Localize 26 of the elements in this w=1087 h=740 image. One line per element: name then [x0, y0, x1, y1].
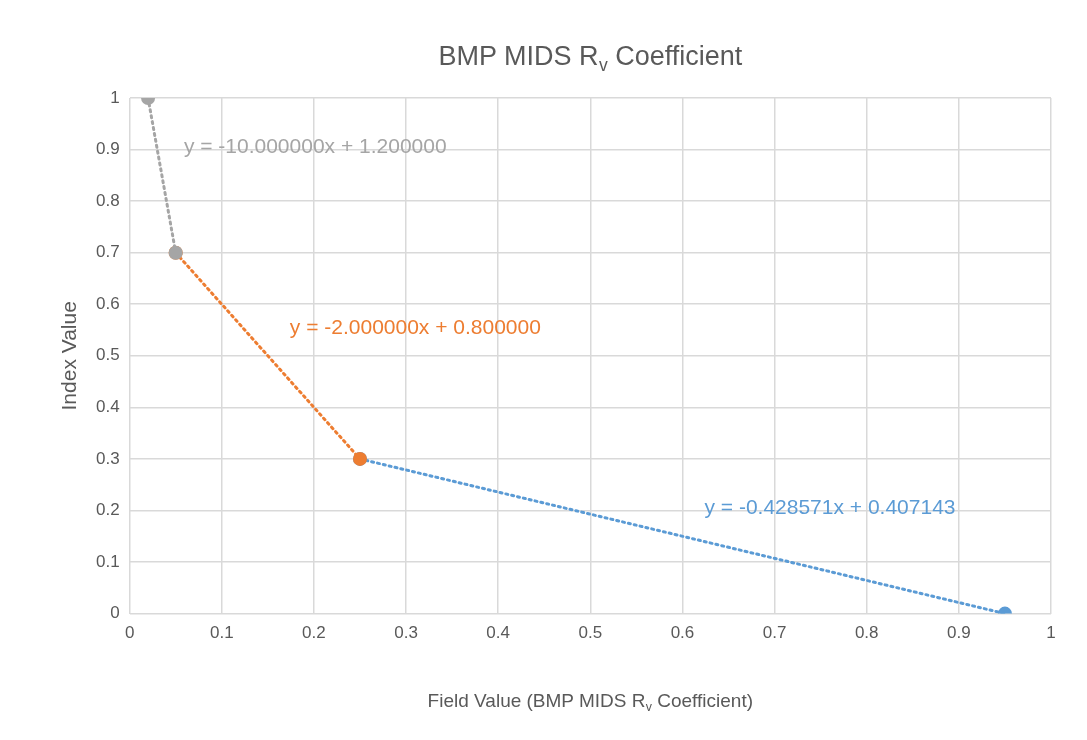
y-tick-label: 0.5 [95, 345, 120, 365]
y-tick-label: 0.9 [95, 139, 120, 159]
x-tick-label: 0.4 [486, 623, 510, 643]
series-label: y = -2.000000x + 0.800000 [289, 314, 541, 338]
x-tick-label: 0.7 [762, 623, 787, 643]
y-tick-label: 0.4 [95, 397, 120, 417]
y-tick-label: 0.6 [95, 293, 120, 313]
x-tick-label: 0.2 [302, 623, 326, 643]
x-tick-label: 0.6 [670, 623, 695, 643]
y-tick-label: 0 [110, 603, 120, 623]
x-tick-label: 0.9 [947, 623, 971, 643]
x-tick-label: 0.8 [854, 623, 879, 643]
x-tick-label: 0.3 [394, 623, 418, 643]
y-tick-label: 0.3 [95, 448, 120, 468]
series-label: y = -0.428571x + 0.407143 [704, 495, 956, 519]
y-axis-title: Index Value [56, 301, 80, 411]
y-tick-label: 0.1 [95, 551, 120, 571]
y-tick-label: 0.8 [95, 190, 120, 210]
y-tick-label: 1 [110, 87, 120, 107]
x-tick-label: 0 [124, 623, 135, 643]
x-tick-label: 0.1 [209, 623, 234, 643]
x-tick-label: 1 [1046, 623, 1056, 643]
series-label: y = -10.000000x + 1.200000 [183, 134, 447, 158]
y-tick-label: 0.2 [95, 500, 120, 520]
y-tick-label: 0.7 [95, 242, 120, 262]
x-tick-label: 0.5 [578, 623, 603, 643]
